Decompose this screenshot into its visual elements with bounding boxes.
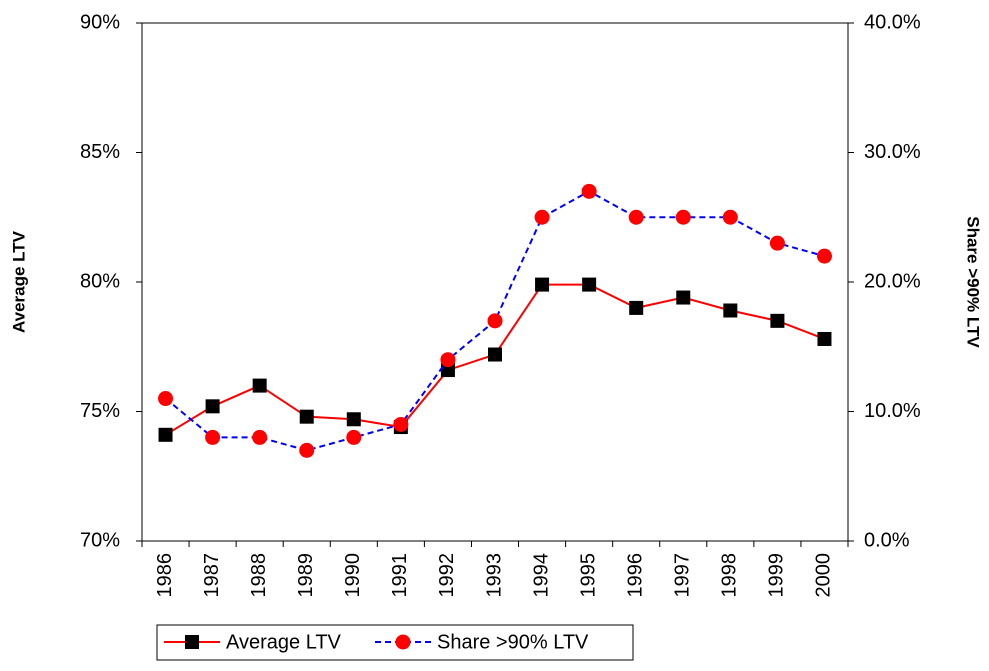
data-point bbox=[252, 429, 268, 445]
x-tick-label: 1994 bbox=[530, 553, 552, 598]
x-tick-label: 1988 bbox=[248, 553, 270, 598]
legend-label: Share >90% LTV bbox=[437, 631, 589, 653]
data-point bbox=[629, 300, 644, 315]
data-point bbox=[158, 427, 173, 442]
data-point bbox=[582, 277, 597, 292]
y2-tick-label: 30.0% bbox=[864, 141, 921, 163]
data-point bbox=[581, 183, 597, 199]
x-tick-label: 1995 bbox=[577, 553, 599, 598]
data-point bbox=[816, 248, 832, 264]
data-point bbox=[723, 303, 738, 318]
x-tick-label: 1993 bbox=[483, 553, 505, 598]
x-tick-label: 1998 bbox=[719, 553, 741, 598]
x-tick-label: 1997 bbox=[672, 553, 694, 598]
y-tick-label: 90% bbox=[80, 11, 120, 33]
data-point bbox=[299, 442, 315, 458]
data-point bbox=[252, 378, 267, 393]
x-tick-label: 1992 bbox=[436, 553, 458, 598]
y-tick-label: 70% bbox=[80, 529, 120, 551]
x-tick-label: 1987 bbox=[201, 553, 223, 598]
data-point bbox=[299, 409, 314, 424]
data-point bbox=[722, 209, 738, 225]
data-point bbox=[346, 429, 362, 445]
y2-tick-label: 20.0% bbox=[864, 270, 921, 292]
data-point bbox=[346, 412, 361, 427]
data-point bbox=[205, 429, 221, 445]
y2-axis-title: Share >90% LTV bbox=[964, 216, 983, 348]
x-tick-label: 1989 bbox=[295, 553, 317, 598]
data-point bbox=[817, 331, 832, 346]
data-point bbox=[487, 313, 503, 329]
data-point bbox=[440, 363, 455, 378]
data-point bbox=[769, 235, 785, 251]
y2-tick-label: 0.0% bbox=[864, 529, 910, 551]
data-point bbox=[675, 209, 691, 225]
data-point bbox=[534, 209, 550, 225]
y-axis-title: Average LTV bbox=[9, 230, 28, 333]
y-tick-label: 85% bbox=[80, 141, 120, 163]
x-tick-label: 1991 bbox=[389, 553, 411, 598]
data-point bbox=[535, 277, 550, 292]
x-tick-label: 1986 bbox=[154, 553, 176, 598]
x-tick-label: 2000 bbox=[813, 553, 835, 598]
y-tick-label: 80% bbox=[80, 270, 120, 292]
legend-marker bbox=[395, 634, 411, 650]
data-point bbox=[205, 399, 220, 414]
x-tick-label: 1990 bbox=[342, 553, 364, 598]
data-point bbox=[393, 416, 409, 432]
data-point bbox=[628, 209, 644, 225]
x-tick-label: 1996 bbox=[624, 553, 646, 598]
data-point bbox=[158, 391, 174, 407]
legend-marker bbox=[185, 635, 199, 649]
legend-label: Average LTV bbox=[226, 631, 342, 653]
data-point bbox=[676, 290, 691, 305]
plot-frame bbox=[141, 22, 849, 542]
data-point bbox=[440, 352, 456, 368]
data-point bbox=[488, 347, 502, 362]
y2-tick-label: 40.0% bbox=[864, 11, 921, 33]
y2-tick-label: 10.0% bbox=[864, 400, 921, 422]
x-tick-label: 1999 bbox=[766, 553, 788, 598]
data-point bbox=[770, 313, 785, 328]
y-tick-label: 75% bbox=[80, 400, 120, 422]
